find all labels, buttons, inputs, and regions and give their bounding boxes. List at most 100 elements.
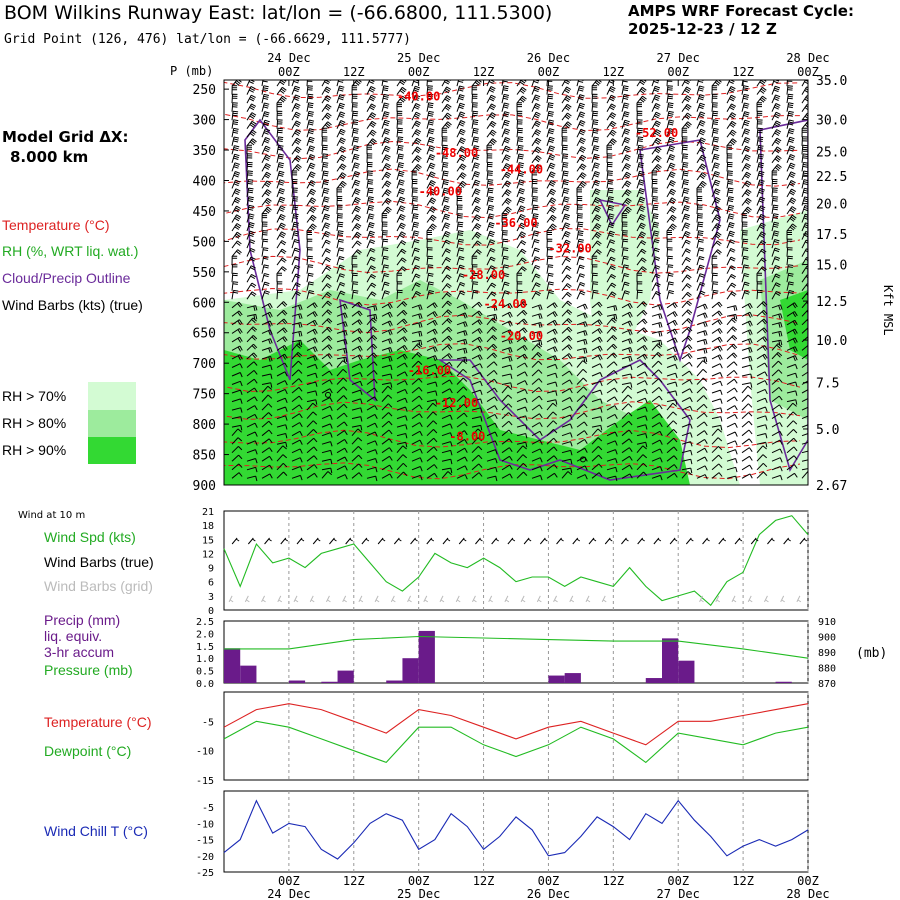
wind-barb xyxy=(501,137,511,146)
wind-barb xyxy=(441,405,453,412)
wind-barb xyxy=(351,272,358,283)
wind-barb xyxy=(336,438,348,445)
day-label-top: 28 Dec xyxy=(786,51,829,65)
wind-barb xyxy=(381,403,393,411)
wind-barb xyxy=(396,266,407,275)
wind-barb xyxy=(666,311,678,318)
wind-barb xyxy=(771,137,782,147)
wind-barb xyxy=(741,273,750,283)
wind-barb xyxy=(261,329,273,336)
wind-barb xyxy=(546,102,554,112)
wind-barb xyxy=(561,121,572,130)
wind-barb xyxy=(636,162,645,172)
wind-barb xyxy=(756,433,768,439)
wind-barb xyxy=(591,319,603,326)
wind-barb xyxy=(411,204,419,215)
wind-barb xyxy=(426,171,436,181)
wind-barb xyxy=(456,273,465,283)
wind-barb xyxy=(636,240,647,249)
wind-barb xyxy=(681,361,693,368)
wind-barb xyxy=(366,387,378,394)
wind-barb xyxy=(501,85,509,95)
wind-barb xyxy=(786,372,798,379)
legend-pressure: Pressure (mb) xyxy=(44,662,133,678)
wind-barb xyxy=(711,328,723,334)
wind-barb xyxy=(411,360,423,368)
wind-barb xyxy=(321,471,333,479)
wind-barb xyxy=(576,187,582,197)
wind-barb xyxy=(276,353,288,360)
wind-barb xyxy=(516,327,528,334)
wind-barb xyxy=(516,205,526,215)
wind-barb xyxy=(726,352,738,360)
wind-barb xyxy=(651,196,659,206)
wind-barb xyxy=(336,264,345,274)
wind-barb xyxy=(351,301,363,309)
wind-barb xyxy=(261,93,270,104)
pressure-tick-label: 300 xyxy=(193,114,216,129)
wind-barb xyxy=(426,80,433,87)
y-tick-label: -20 xyxy=(196,852,214,863)
wind-barb xyxy=(576,447,588,454)
wind-barb xyxy=(591,328,603,334)
wind-barb xyxy=(711,240,722,249)
wind-barb xyxy=(546,311,558,318)
wind-barb xyxy=(516,119,523,129)
wind-barb xyxy=(516,441,528,448)
wind-barb xyxy=(666,197,677,206)
wind-barb xyxy=(666,272,674,283)
wind-barb xyxy=(651,422,663,428)
wind-barb xyxy=(636,301,648,309)
wind-barb xyxy=(381,281,390,291)
wind-barb xyxy=(501,403,513,411)
wind-barb xyxy=(411,103,421,112)
wind-barb xyxy=(666,128,675,138)
wind-barb xyxy=(561,127,568,138)
wind-barb xyxy=(396,144,404,155)
wind-barb xyxy=(261,230,268,240)
wind-barb xyxy=(351,249,362,257)
wind-barb xyxy=(606,187,614,197)
wind-barb xyxy=(741,197,752,206)
wind-barb xyxy=(516,196,526,206)
wind-barb xyxy=(246,103,257,112)
temperature-contour-label: -48.00 xyxy=(435,146,478,160)
wind-barb xyxy=(711,454,723,462)
wind-barb xyxy=(381,429,393,437)
wind-barb xyxy=(591,93,598,104)
wind-barb-grid xyxy=(471,595,477,603)
wind-barb xyxy=(591,145,600,155)
wind-barb xyxy=(651,170,658,180)
precip-bar xyxy=(564,673,581,683)
wind-barb xyxy=(381,438,393,445)
wind-barb xyxy=(486,247,496,257)
wind-barb xyxy=(681,397,693,403)
wind-barb xyxy=(411,230,420,240)
wind-barb xyxy=(726,153,733,163)
wind-barb xyxy=(666,455,678,462)
wind-barb xyxy=(651,439,663,445)
wind-barb xyxy=(546,206,557,215)
wind-barb xyxy=(786,402,797,411)
rh-region xyxy=(224,340,690,485)
wind-barb xyxy=(456,221,464,232)
wind-barb xyxy=(801,187,808,198)
wind-barb xyxy=(696,465,708,471)
wind-barb xyxy=(786,93,794,104)
wind-barb-10m xyxy=(410,537,418,545)
wind-barb xyxy=(471,416,483,422)
wind-barb xyxy=(441,112,452,121)
wind-barb xyxy=(786,85,793,95)
wind-barb xyxy=(606,282,617,291)
wind-barb xyxy=(411,330,423,337)
wind-barb xyxy=(711,363,723,369)
temperature-contour-label: -20.00 xyxy=(500,329,543,343)
wind-barb xyxy=(516,80,527,87)
wind-barb xyxy=(561,95,572,104)
wind-barb xyxy=(231,289,239,300)
wind-barb xyxy=(516,454,528,462)
wind-barb xyxy=(306,399,318,405)
wind-barb xyxy=(471,80,482,87)
wind-barb xyxy=(711,179,721,189)
wind-barb xyxy=(801,283,808,291)
